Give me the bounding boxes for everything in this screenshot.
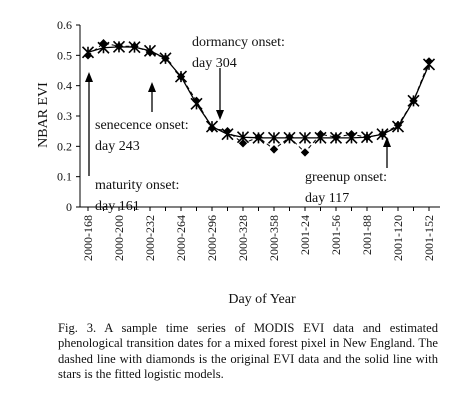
- data-point-star: [314, 131, 327, 144]
- annotation-label: greenup onset:: [305, 170, 387, 185]
- data-point-star: [190, 97, 203, 110]
- data-point-star: [391, 120, 405, 133]
- y-tick-label: 0.1: [57, 170, 72, 184]
- y-axis-label: NBAR EVI: [36, 82, 51, 148]
- x-tick-label: 2001-152: [422, 215, 436, 261]
- x-tick-label: 2000-232: [143, 215, 157, 261]
- x-tick-label: 2000-264: [174, 215, 188, 261]
- data-point-diamond: [300, 148, 310, 157]
- data-point-star: [267, 131, 281, 144]
- y-tick-label: 0: [66, 200, 72, 214]
- data-point-star: [407, 94, 420, 107]
- data-point-star: [283, 131, 296, 144]
- data-point-star: [376, 128, 389, 141]
- annotation-label: senecence onset:: [95, 118, 189, 133]
- figure-caption: Fig. 3. A sample time series of MODIS EV…: [58, 321, 438, 382]
- y-tick-label: 0.2: [57, 139, 72, 153]
- x-tick-label: 2000-328: [236, 215, 250, 261]
- data-point-star: [112, 40, 126, 53]
- x-tick-label: 2000-168: [81, 215, 95, 261]
- x-tick-label: 2000-296: [205, 215, 219, 261]
- data-point-star: [97, 41, 110, 54]
- data-point-star: [174, 70, 188, 83]
- annotation-arrowhead: [85, 72, 93, 82]
- y-tick-label: 0.6: [57, 18, 72, 32]
- annotation-label: day 243: [95, 139, 140, 154]
- data-point-star: [345, 131, 358, 144]
- data-point-diamond: [238, 139, 248, 148]
- data-point-star: [422, 58, 436, 71]
- plot-area: 0 0.1 0.2 0.3 0.4 0.5 0.6 2000-168 2000-200 2000-…: [57, 18, 440, 261]
- annotation-label: day 161: [95, 199, 140, 214]
- data-point-star: [329, 131, 343, 144]
- annotation-label: day 117: [305, 191, 349, 206]
- data-point-star: [128, 41, 141, 54]
- y-tick-label: 0.4: [57, 79, 72, 93]
- y-tick-label: 0.3: [57, 109, 72, 123]
- x-tick-label: 2001-56: [329, 215, 343, 255]
- x-tick-label: 2000-358: [267, 215, 281, 261]
- annotation-arrowhead: [216, 110, 224, 120]
- x-tick-label: 2001-24: [298, 215, 312, 255]
- data-point-star: [81, 46, 95, 59]
- annotation-arrowhead: [383, 137, 391, 147]
- data-point-star: [298, 131, 312, 144]
- data-point-star: [205, 120, 219, 133]
- data-point-star: [360, 131, 374, 144]
- annotation-label: day 304: [192, 56, 237, 71]
- data-point-star: [236, 131, 250, 144]
- x-axis-label: Day of Year: [228, 292, 296, 307]
- evi-time-series-chart: 0 0.1 0.2 0.3 0.4 0.5 0.6 2000-168 2000-200 2000-…: [36, 18, 440, 307]
- annotation-arrowhead: [148, 82, 156, 92]
- data-point-star: [221, 128, 234, 141]
- x-tick-label: 2001-88: [360, 215, 374, 255]
- data-point-star: [159, 52, 172, 65]
- y-tick-label: 0.5: [57, 48, 72, 62]
- x-tick-label: 2000-200: [112, 215, 126, 261]
- annotation-label: dormancy onset:: [192, 35, 285, 50]
- data-point-star: [143, 44, 157, 57]
- annotation-label: maturity onset:: [95, 178, 179, 193]
- data-point-star: [252, 131, 265, 144]
- x-tick-label: 2001-120: [391, 215, 405, 261]
- data-point-diamond: [269, 145, 279, 154]
